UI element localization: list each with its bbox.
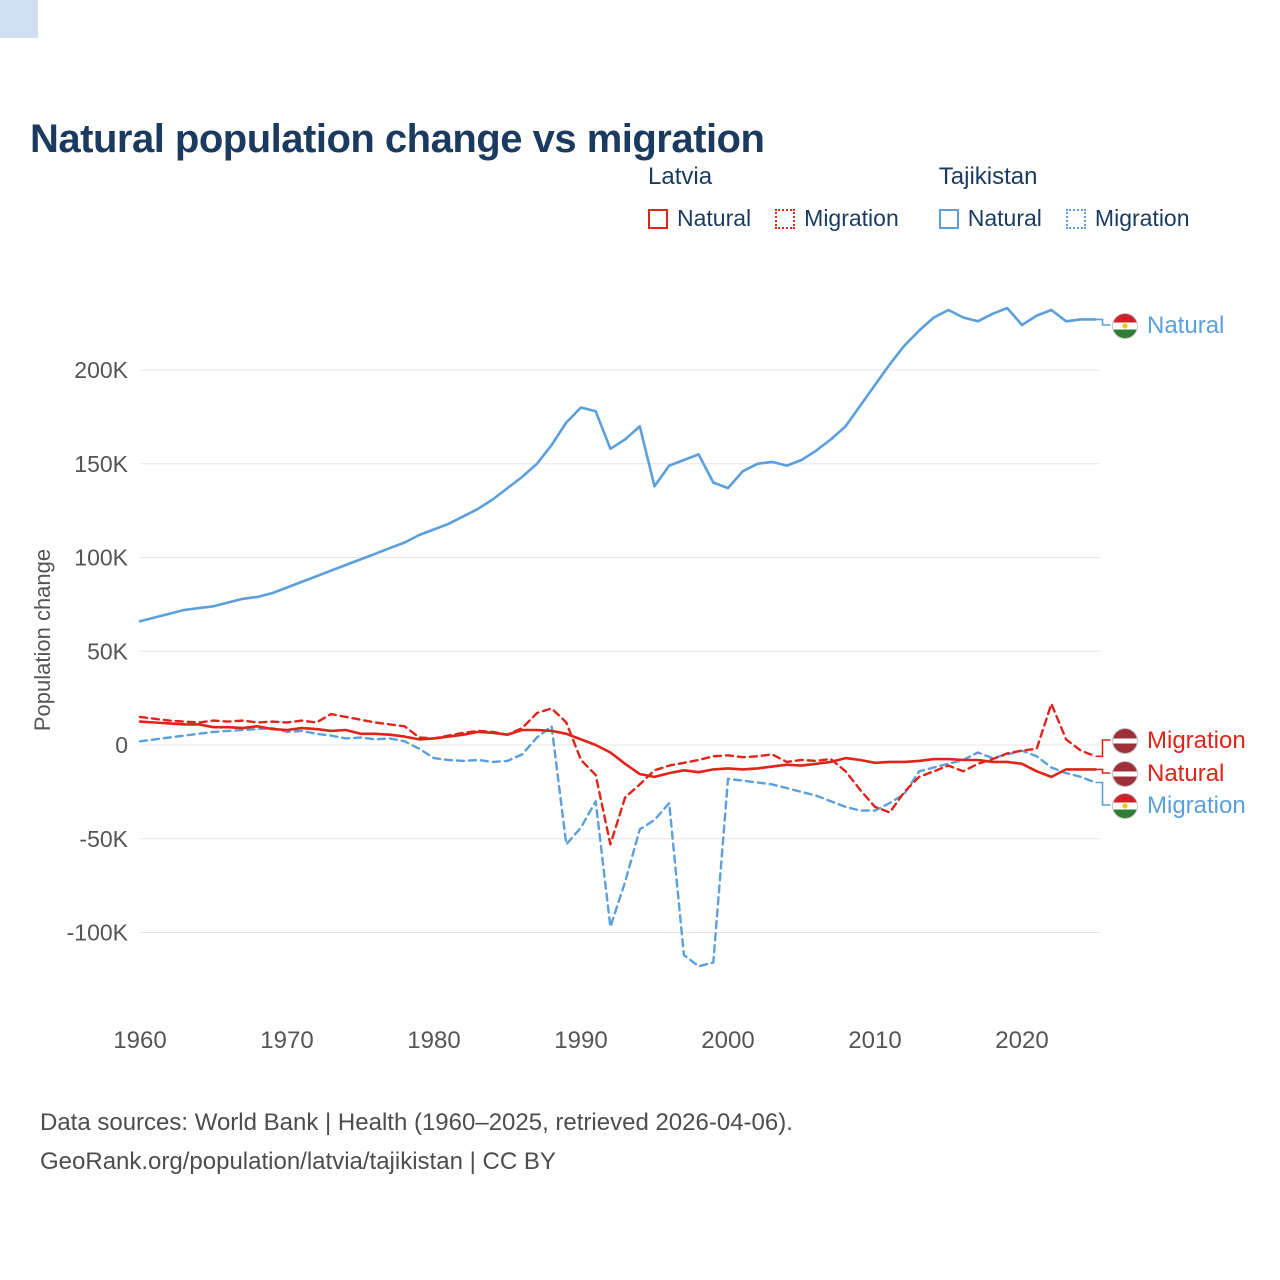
series-end-label: Migration bbox=[1147, 791, 1246, 819]
latvia-flag-icon bbox=[1112, 760, 1138, 787]
page-title: Natural population change vs migration bbox=[30, 116, 765, 161]
legend-item-tajikistan-natural: Natural bbox=[938, 205, 1042, 232]
series-end-label: Migration bbox=[1147, 726, 1246, 754]
y-tick-label: 0 bbox=[115, 732, 128, 758]
attribution-line: GeoRank.org/population/latvia/tajikistan… bbox=[40, 1148, 556, 1175]
y-tick-label: 200K bbox=[74, 357, 128, 383]
y-tick-label: -100K bbox=[67, 920, 129, 946]
end-label-connector bbox=[1095, 768, 1111, 774]
series-line-tajikistan-natural bbox=[138, 306, 1097, 623]
series-end-label: Natural bbox=[1147, 311, 1225, 339]
solid-line-swatch-icon bbox=[648, 208, 668, 229]
dotted-line-swatch-icon bbox=[775, 208, 796, 229]
end-label-latvia-natural: Natural bbox=[1112, 760, 1224, 787]
series-line-latvia-migration bbox=[138, 702, 1097, 846]
legend-item-label: Natural bbox=[967, 205, 1042, 231]
series-line-latvia-natural bbox=[138, 720, 1097, 779]
x-tick-label: 2000 bbox=[701, 1027, 754, 1054]
y-tick-label: 50K bbox=[87, 638, 129, 664]
legend-group-title-tajikistan: Tajikistan bbox=[938, 163, 1038, 190]
end-label-connector bbox=[1095, 739, 1111, 758]
series-line-tajikistan-migration bbox=[138, 725, 1097, 968]
end-label-connector bbox=[1095, 318, 1111, 326]
x-tick-label: 1970 bbox=[260, 1027, 313, 1054]
end-label-tajikistan-natural: Natural bbox=[1112, 312, 1224, 339]
legend-item-latvia-natural: Natural bbox=[648, 205, 751, 232]
legend: Latvia Natural Migration Tajikistan Natu… bbox=[648, 163, 1190, 232]
legend-group-title-latvia: Latvia bbox=[648, 163, 713, 190]
x-tick-label: 2010 bbox=[848, 1027, 901, 1054]
legend-item-label: Natural bbox=[677, 205, 752, 231]
legend-group-tajikistan: Tajikistan Natural Migration bbox=[938, 163, 1190, 232]
x-tick-label: 1990 bbox=[554, 1027, 607, 1054]
dotted-line-swatch-icon bbox=[1065, 208, 1086, 229]
y-tick-label: 150K bbox=[74, 451, 128, 477]
legend-item-tajikistan-migration: Migration bbox=[1065, 205, 1190, 232]
latvia-flag-icon bbox=[1112, 727, 1138, 754]
data-sources-line: Data sources: World Bank | Health (1960–… bbox=[40, 1109, 793, 1136]
decorative-corner-square bbox=[0, 0, 38, 38]
y-axis-title: Population change bbox=[30, 548, 55, 732]
solid-line-swatch-icon bbox=[938, 208, 959, 229]
tajikistan-flag-icon bbox=[1112, 312, 1138, 339]
footer: Data sources: World Bank | Health (1960–… bbox=[40, 1103, 793, 1181]
legend-item-latvia-migration: Migration bbox=[775, 205, 899, 232]
end-label-tajikistan-migration: Migration bbox=[1112, 792, 1246, 819]
end-label-connector bbox=[1095, 781, 1111, 806]
legend-group-latvia: Latvia Natural Migration bbox=[648, 163, 899, 232]
x-tick-label: 2020 bbox=[995, 1027, 1048, 1054]
x-tick-label: 1980 bbox=[407, 1027, 460, 1054]
y-tick-label: -50K bbox=[79, 826, 128, 852]
legend-item-label: Migration bbox=[804, 205, 899, 231]
series-end-label: Natural bbox=[1147, 759, 1225, 787]
x-tick-label: 1960 bbox=[113, 1027, 166, 1054]
legend-item-label: Migration bbox=[1094, 205, 1190, 231]
end-label-latvia-migration: Migration bbox=[1112, 727, 1246, 754]
y-tick-label: 100K bbox=[74, 545, 128, 571]
tajikistan-flag-icon bbox=[1112, 792, 1138, 819]
